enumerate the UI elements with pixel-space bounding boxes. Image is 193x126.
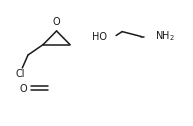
Text: Cl: Cl xyxy=(16,69,25,78)
Text: O: O xyxy=(19,85,27,94)
Text: NH$_2$: NH$_2$ xyxy=(156,30,175,43)
Text: O: O xyxy=(53,17,60,27)
Text: HO: HO xyxy=(92,32,107,41)
